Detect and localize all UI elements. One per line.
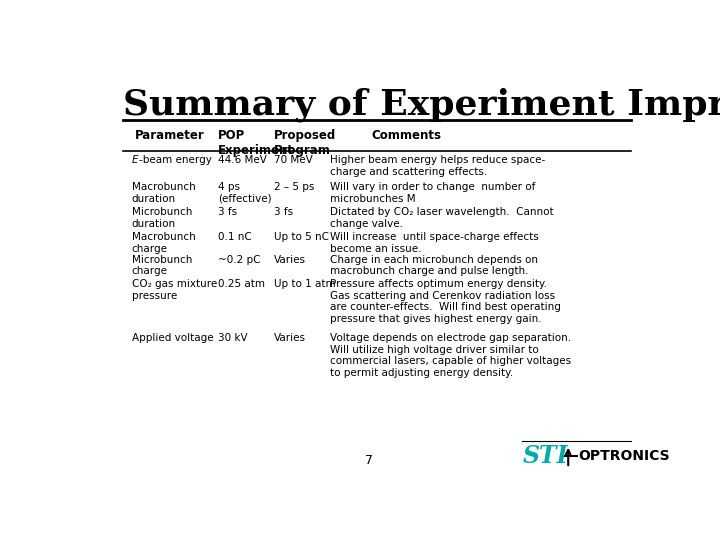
Text: Up to 1 atm: Up to 1 atm: [274, 279, 336, 289]
Text: 0.25 atm: 0.25 atm: [218, 279, 266, 289]
Text: CO₂ gas mixture
pressure: CO₂ gas mixture pressure: [132, 279, 217, 301]
Text: 70 MeV: 70 MeV: [274, 156, 313, 165]
Text: Comments: Comments: [372, 129, 442, 142]
Text: Microbunch
charge: Microbunch charge: [132, 255, 192, 276]
Text: Varies: Varies: [274, 333, 306, 343]
Text: Parameter: Parameter: [135, 129, 204, 142]
Text: Up to 5 nC: Up to 5 nC: [274, 232, 329, 242]
Text: Voltage depends on electrode gap separation.
Will utilize high voltage driver si: Voltage depends on electrode gap separat…: [330, 333, 571, 378]
Text: ~0.2 pC: ~0.2 pC: [218, 255, 261, 265]
Text: POP
Experiment: POP Experiment: [218, 129, 294, 157]
Text: 0.1 nC: 0.1 nC: [218, 232, 252, 242]
Text: OPTRONICS: OPTRONICS: [578, 449, 670, 463]
Text: Higher beam energy helps reduce space-
charge and scattering effects.: Higher beam energy helps reduce space- c…: [330, 156, 545, 177]
Text: 44.6 MeV: 44.6 MeV: [218, 156, 267, 165]
Text: Varies: Varies: [274, 255, 306, 265]
Text: Will increase  until space-charge effects
become an issue.: Will increase until space-charge effects…: [330, 232, 539, 254]
Text: Macrobunch
charge: Macrobunch charge: [132, 232, 196, 254]
Text: Applied voltage: Applied voltage: [132, 333, 213, 343]
Text: 4 ps
(effective): 4 ps (effective): [218, 182, 272, 204]
Text: Dictated by CO₂ laser wavelength.  Cannot
change valve.: Dictated by CO₂ laser wavelength. Cannot…: [330, 207, 554, 228]
Text: Summary of Experiment Improvements: Summary of Experiment Improvements: [124, 87, 720, 122]
Text: 7: 7: [365, 454, 373, 467]
Text: -beam energy: -beam energy: [138, 156, 212, 165]
Text: Proposed
Program: Proposed Program: [274, 129, 336, 157]
Text: 3 fs: 3 fs: [274, 207, 293, 217]
Text: Microbunch
duration: Microbunch duration: [132, 207, 192, 228]
Text: Will vary in order to change  number of
microbunches M: Will vary in order to change number of m…: [330, 182, 535, 204]
Text: E: E: [132, 156, 138, 165]
Text: Pressure affects optimum energy density.
Gas scattering and Cerenkov radiation l: Pressure affects optimum energy density.…: [330, 279, 561, 324]
Text: STI: STI: [523, 444, 568, 469]
Text: Charge in each microbunch depends on
macrobunch charge and pulse length.: Charge in each microbunch depends on mac…: [330, 255, 538, 276]
Text: 30 kV: 30 kV: [218, 333, 248, 343]
Text: 2 – 5 ps: 2 – 5 ps: [274, 182, 315, 192]
Text: Macrobunch
duration: Macrobunch duration: [132, 182, 196, 204]
Text: 3 fs: 3 fs: [218, 207, 238, 217]
